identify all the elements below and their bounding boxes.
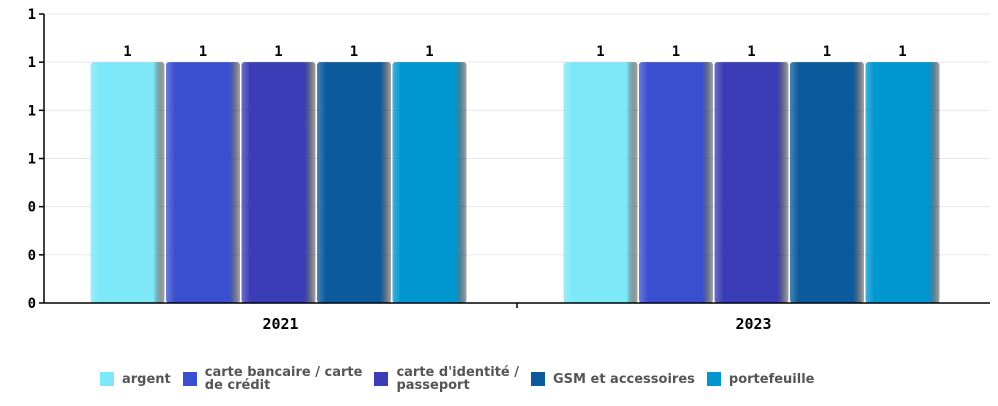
- data-label: 1: [596, 44, 604, 60]
- x-axis-ticks: 2021 2023: [262, 303, 772, 333]
- y-axis-ticks: 0 0 0 1 1 1 1: [28, 7, 44, 312]
- data-label: 1: [823, 44, 831, 60]
- y-tick-label: 0: [28, 200, 36, 216]
- bar: [639, 62, 713, 303]
- bar: [166, 62, 240, 303]
- y-tick-label: 1: [28, 7, 36, 23]
- bar: [563, 62, 638, 303]
- legend-item[interactable]: portefeuille: [706, 371, 815, 387]
- legend-swatch: [374, 372, 389, 386]
- legend-label: argent: [122, 371, 171, 387]
- legend-swatch: [100, 372, 114, 386]
- bar: [790, 62, 864, 303]
- legend-label: portefeuille: [728, 371, 815, 387]
- legend-label: carte d'identité / passeport: [396, 365, 519, 393]
- data-label: 1: [199, 44, 207, 60]
- y-tick-label: 0: [28, 296, 36, 312]
- legend-label: GSM et accessoires: [553, 371, 695, 387]
- bar: [714, 62, 789, 303]
- y-tick-label: 1: [28, 152, 36, 168]
- legend-item[interactable]: carte d'identité / passeport: [374, 366, 519, 392]
- bar: [90, 62, 165, 303]
- bar: [241, 62, 316, 303]
- data-label: 1: [274, 44, 282, 60]
- bar: [317, 62, 391, 303]
- legend-swatch: [706, 372, 721, 386]
- data-label: 1: [123, 44, 131, 60]
- legend-item[interactable]: argent: [100, 372, 171, 386]
- x-tick-label: 2021: [262, 315, 298, 333]
- data-labels: 1 1 1 1 1 1 1 1 1 1: [123, 44, 906, 60]
- data-label: 1: [672, 44, 680, 60]
- bars: [90, 62, 940, 303]
- y-tick-label: 1: [28, 103, 36, 119]
- legend-swatch: [531, 372, 545, 386]
- legend-item[interactable]: GSM et accessoires: [531, 372, 695, 386]
- bar: [865, 62, 940, 303]
- y-tick-label: 0: [28, 248, 36, 264]
- data-label: 1: [747, 44, 755, 60]
- bar: [392, 62, 467, 303]
- data-label: 1: [898, 44, 906, 60]
- data-label: 1: [425, 44, 433, 60]
- data-label: 1: [350, 44, 358, 60]
- legend-label: carte bancaire / carte de crédit: [204, 365, 363, 393]
- y-tick-label: 1: [28, 55, 36, 71]
- x-tick-label: 2023: [735, 315, 771, 333]
- legend: argent carte bancaire / carte de crédit ca…: [100, 366, 826, 392]
- legend-item[interactable]: carte bancaire / carte de crédit: [182, 365, 363, 393]
- legend-swatch: [182, 372, 197, 386]
